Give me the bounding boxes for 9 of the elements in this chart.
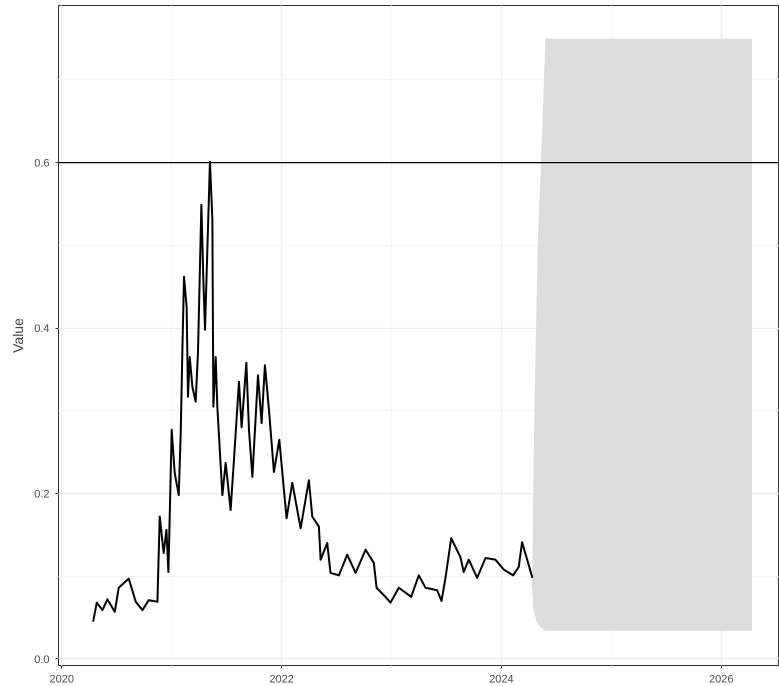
x-tick-label: 2020	[50, 674, 74, 686]
x-tick-label: 2022	[269, 674, 294, 686]
y-tick-label: 0.4	[34, 323, 50, 336]
y-tick-label: 0.0	[34, 654, 50, 666]
x-tick-label: 2026	[709, 674, 734, 686]
y-tick-label: 0.2	[34, 488, 50, 500]
x-tick-label: 2024	[489, 674, 514, 686]
y-axis-title: Value	[10, 318, 26, 353]
y-tick-label: 0.6	[34, 158, 50, 170]
